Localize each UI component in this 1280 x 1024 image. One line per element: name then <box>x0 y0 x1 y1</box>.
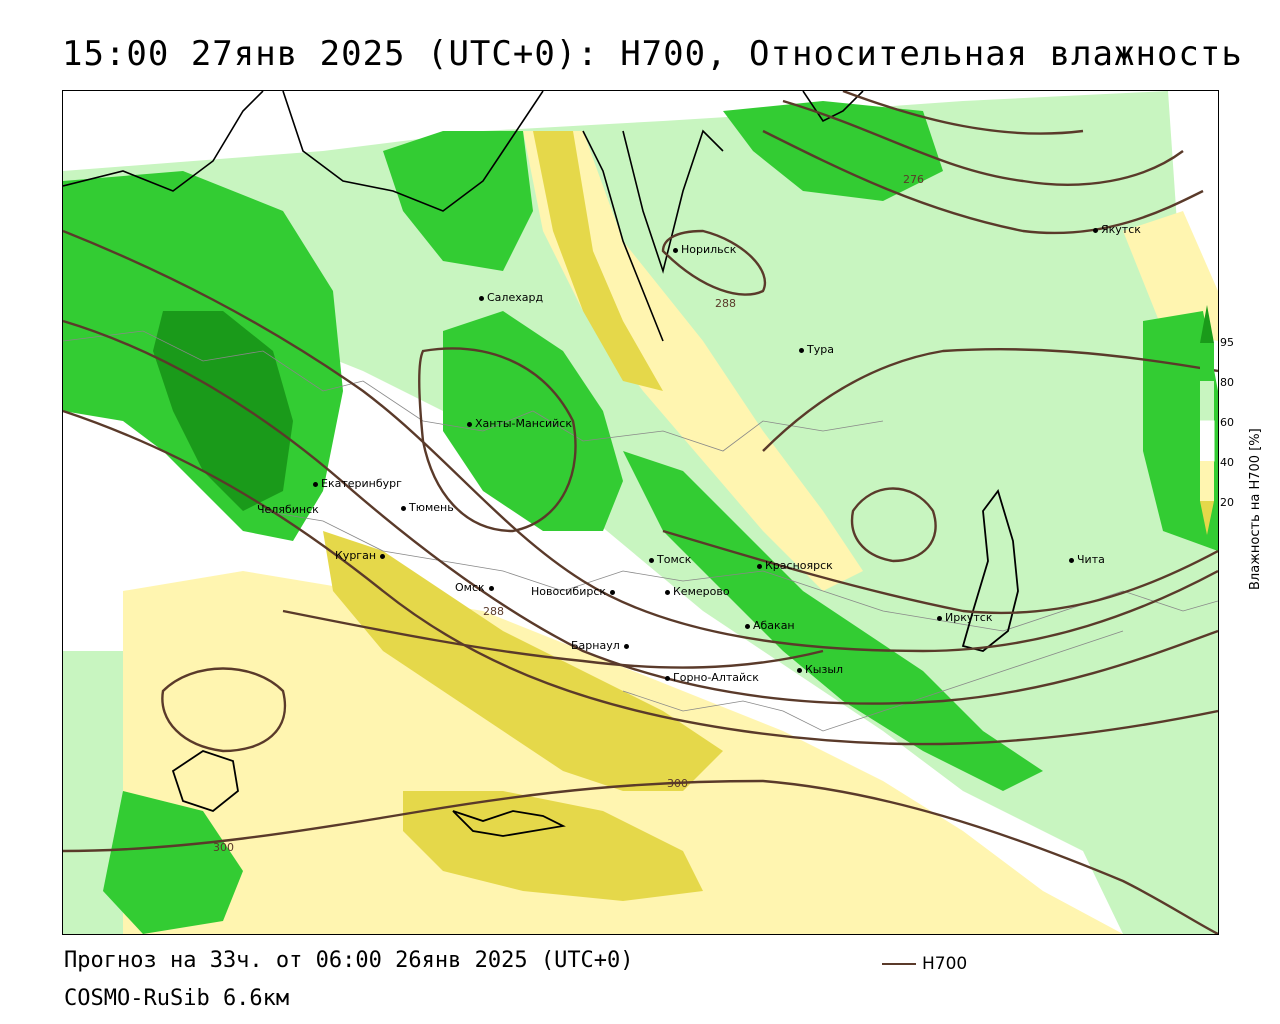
city-omsk: Омск <box>455 581 497 594</box>
city-marker <box>313 481 318 487</box>
coastline <box>63 91 724 342</box>
contour-label: 276 <box>903 173 924 186</box>
city-marker <box>649 557 654 563</box>
city-marker <box>745 623 750 629</box>
model-name: COSMO-RuSib 6.6км <box>64 986 290 1011</box>
city-marker <box>799 347 804 353</box>
city-marker <box>797 667 802 673</box>
legend-tick: 20 <box>1220 496 1234 509</box>
city-label: Тюмень <box>409 501 454 514</box>
city-yekaterinburg: Екатеринбург <box>313 477 402 490</box>
city-marker <box>467 421 472 427</box>
humidity-region-green-yenisei <box>623 451 1043 791</box>
city-chita: Чита <box>1069 553 1105 566</box>
chart-title: 15:00 27янв 2025 (UTC+0): H700, Относите… <box>62 34 1243 74</box>
humidity-field <box>63 91 1218 934</box>
city-marker <box>488 585 494 591</box>
city-label: Челябинск <box>257 503 319 516</box>
lake-balkhash <box>452 810 566 837</box>
city-tura: Тура <box>799 343 834 356</box>
city-irkutsk: Иркутск <box>937 611 992 624</box>
city-krasnoyarsk: Красноярск <box>757 559 833 572</box>
contour-legend: H700 <box>882 954 967 974</box>
city-marker <box>623 643 629 649</box>
color-legend: 95 80 60 40 20 Влажность на H700 [%] <box>1200 305 1280 595</box>
humidity-region-yellow <box>533 131 663 391</box>
humidity-region-green-east <box>1143 311 1218 551</box>
city-label: Горно-Алтайск <box>673 671 759 684</box>
contour-legend-label: H700 <box>922 954 968 974</box>
city-marker <box>610 589 616 595</box>
city-kyzyl: Кызыл <box>797 663 843 676</box>
city-label: Иркутск <box>945 611 993 624</box>
city-marker <box>665 589 670 595</box>
region-border <box>622 630 1124 732</box>
humidity-region-green-taimyr <box>723 101 943 201</box>
city-marker <box>380 553 386 559</box>
city-tomsk: Томск <box>649 553 691 566</box>
aral-sea <box>171 750 239 813</box>
city-marker <box>673 247 678 253</box>
city-label: Чита <box>1077 553 1105 566</box>
city-tyumen: Тюмень <box>401 501 454 514</box>
legend-tick: 60 <box>1220 416 1234 429</box>
city-label: Салехард <box>487 291 544 304</box>
humidity-region-yellow-ne <box>1123 211 1218 341</box>
city-label: Кемерово <box>673 585 730 598</box>
city-marker <box>665 675 670 681</box>
city-marker <box>401 505 406 511</box>
legend-bar <box>1200 305 1215 535</box>
lake-baikal <box>961 489 1019 652</box>
city-kemerovo: Кемерово <box>665 585 730 598</box>
city-marker <box>937 615 942 621</box>
city-chelyabinsk: Челябинск <box>257 503 319 516</box>
city-kurgan: Курган <box>335 549 388 562</box>
humidity-region-dark-green <box>153 311 293 511</box>
city-label: Абакан <box>753 619 795 632</box>
region-border <box>63 330 884 452</box>
city-marker <box>757 563 762 569</box>
humidity-region-green-north <box>383 131 533 271</box>
city-marker <box>479 295 484 301</box>
map-area: 276 288 288 300 300 Норильск Салехард Ту… <box>62 90 1219 935</box>
contour-label: 300 <box>667 777 688 790</box>
city-label: Ханты-Мансийск <box>475 417 572 430</box>
humidity-region-green-khmao <box>443 311 623 531</box>
city-label: Норильск <box>681 243 737 256</box>
city-label: Тура <box>807 343 834 356</box>
city-abakan: Абакан <box>745 619 795 632</box>
city-barnaul: Барнаул <box>571 639 632 652</box>
city-salekhard: Салехард <box>479 291 543 304</box>
humidity-region-yellow-south <box>323 531 723 791</box>
city-marker <box>1093 227 1098 233</box>
city-label: Красноярск <box>765 559 833 572</box>
contour-label: 288 <box>483 605 504 618</box>
city-khanty-mansiysk: Ханты-Мансийск <box>467 417 572 430</box>
city-yakutsk: Якутск <box>1093 223 1141 236</box>
city-label: Барнаул <box>571 639 620 652</box>
contour-label: 300 <box>213 841 234 854</box>
humidity-region-yellow-band <box>523 131 863 591</box>
forecast-info: Прогноз на 33ч. от 06:00 26янв 2025 (UTC… <box>64 948 634 973</box>
coastline <box>802 91 864 123</box>
h700-contours <box>63 91 1218 934</box>
city-norilsk: Норильск <box>673 243 736 256</box>
city-marker <box>1069 557 1074 563</box>
city-label: Кызыл <box>805 663 844 676</box>
humidity-region-green-sw <box>103 791 243 934</box>
city-novosibirsk: Новосибирск <box>531 585 618 598</box>
city-label: Новосибирск <box>531 585 607 598</box>
city-label: Томск <box>657 553 692 566</box>
legend-unit-label: Влажность на H700 [%] <box>1248 428 1263 590</box>
contour-line-sample <box>882 963 916 965</box>
city-label: Омск <box>455 581 485 594</box>
legend-tick: 40 <box>1220 456 1234 469</box>
legend-tick: 80 <box>1220 376 1234 389</box>
city-label: Якутск <box>1101 223 1141 236</box>
city-label: Курган <box>335 549 377 562</box>
city-gorno-altaysk: Горно-Алтайск <box>665 671 759 684</box>
contour-label: 288 <box>715 297 736 310</box>
legend-tick: 95 <box>1220 336 1234 349</box>
city-label: Екатеринбург <box>321 477 402 490</box>
